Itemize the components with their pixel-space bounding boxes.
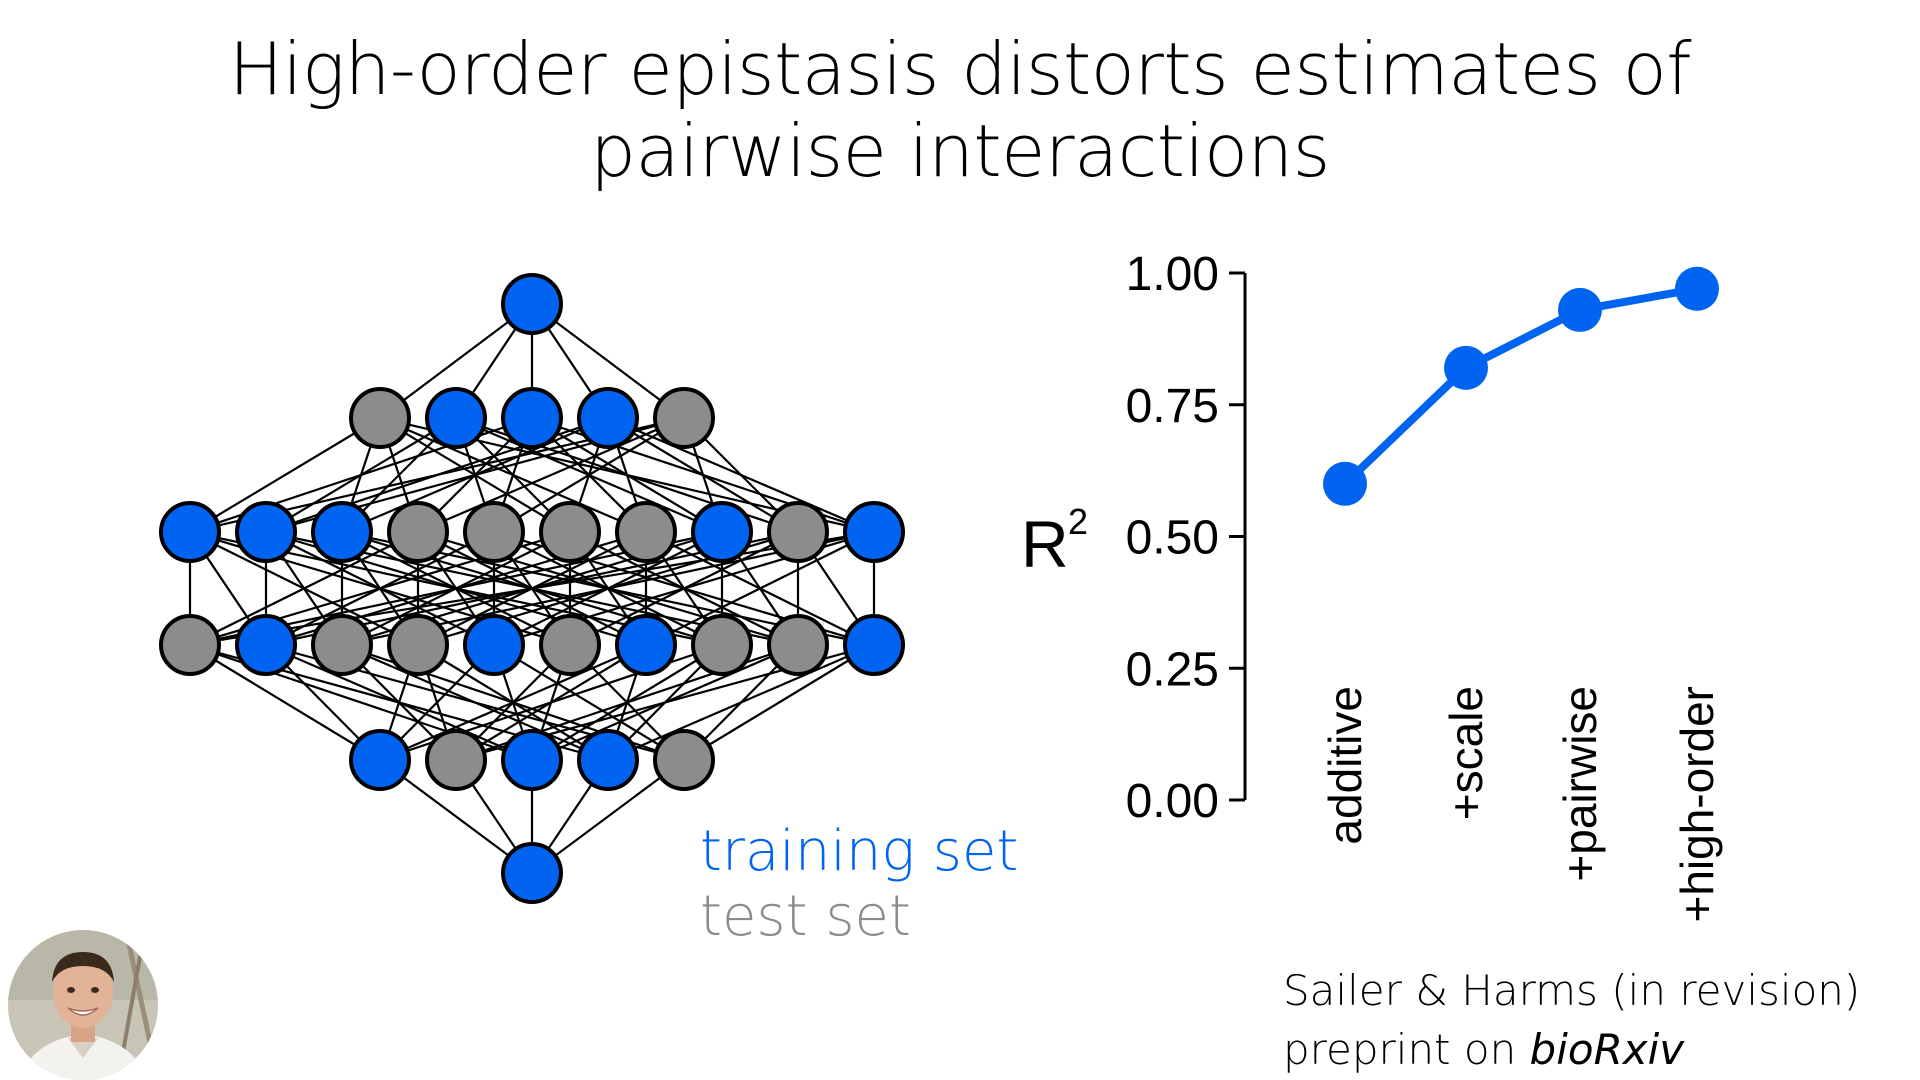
network-node-test bbox=[425, 729, 487, 791]
x-tick-label: +scale bbox=[1440, 686, 1492, 820]
network-node-test bbox=[463, 501, 525, 563]
y-tick-label: 0.50 bbox=[1126, 512, 1219, 565]
network-node-training bbox=[159, 501, 221, 563]
network-edge bbox=[531, 303, 685, 419]
network-edge bbox=[493, 417, 685, 533]
genotype-network-diagram bbox=[159, 273, 905, 904]
network-node-training bbox=[577, 729, 639, 791]
network-node-training bbox=[311, 501, 373, 563]
network-edge bbox=[189, 417, 381, 533]
x-tick-label: +high-order bbox=[1671, 686, 1723, 923]
y-tick-label: 1.00 bbox=[1126, 248, 1219, 301]
y-tick-label: 0.25 bbox=[1126, 643, 1219, 696]
network-node-test bbox=[387, 614, 449, 676]
x-axis-labels: additive +scale +pairwise +high-order bbox=[1319, 686, 1723, 923]
title-line-1: High-order epistasis distorts estimates … bbox=[228, 27, 1692, 111]
network-edge bbox=[531, 759, 685, 874]
network-node-training bbox=[615, 614, 677, 676]
data-point bbox=[1323, 461, 1367, 506]
network-node-training bbox=[501, 842, 563, 904]
network-node-training bbox=[501, 729, 563, 791]
network-node-test bbox=[653, 729, 715, 791]
network-node-training bbox=[425, 387, 487, 449]
network-node-test bbox=[767, 501, 829, 563]
network-edge bbox=[417, 416, 685, 534]
citation-preprint-text: preprint on bbox=[1283, 1025, 1530, 1074]
network-node-training bbox=[349, 729, 411, 791]
presenter-photo-icon bbox=[8, 930, 158, 1080]
y-axis-label-base: R bbox=[1021, 507, 1069, 581]
network-edge bbox=[189, 530, 875, 647]
network-node-training bbox=[843, 501, 905, 563]
network-node-training bbox=[501, 387, 563, 449]
legend-training-set: training set bbox=[700, 819, 1019, 884]
network-node-test bbox=[159, 614, 221, 676]
network-edge bbox=[683, 644, 875, 761]
citation-authors: Sailer & Harms (in revision) bbox=[1283, 966, 1861, 1015]
citation-biorxiv: bioRxiv bbox=[1529, 1025, 1685, 1074]
y-axis: 0.00 0.25 0.50 0.75 1.00 bbox=[1126, 248, 1247, 828]
x-tick-label: +pairwise bbox=[1554, 686, 1606, 882]
network-edge bbox=[493, 644, 685, 761]
network-nodes bbox=[159, 273, 905, 904]
series-line bbox=[1323, 266, 1719, 506]
network-edge bbox=[189, 531, 419, 646]
network-node-test bbox=[311, 614, 373, 676]
legend-test-set: test set bbox=[700, 884, 911, 949]
network-edge bbox=[189, 644, 381, 761]
network-node-test bbox=[653, 387, 715, 449]
network-edge bbox=[379, 759, 533, 874]
network-edge bbox=[645, 531, 875, 646]
x-tick-label: additive bbox=[1319, 686, 1371, 845]
citation-preprint: preprint on bioRxiv bbox=[1283, 1021, 1684, 1079]
network-node-training bbox=[235, 501, 297, 563]
network-node-training bbox=[463, 614, 525, 676]
network-node-test bbox=[387, 501, 449, 563]
series-polyline bbox=[1342, 284, 1698, 487]
slide-title: High-order epistasis distorts estimates … bbox=[0, 28, 1920, 192]
network-node-training bbox=[501, 273, 563, 335]
network-node-test bbox=[349, 387, 411, 449]
network-node-training bbox=[843, 614, 905, 676]
network-node-test bbox=[691, 614, 753, 676]
y-tick-label: 0.00 bbox=[1126, 775, 1219, 828]
y-tick-label: 0.75 bbox=[1126, 380, 1219, 433]
network-node-training bbox=[691, 501, 753, 563]
network-node-test bbox=[767, 614, 829, 676]
network-node-training bbox=[235, 614, 297, 676]
network-node-test bbox=[539, 501, 601, 563]
data-point bbox=[1675, 266, 1719, 311]
data-point bbox=[1558, 287, 1602, 332]
title-line-2: pairwise interactions bbox=[590, 109, 1330, 193]
network-node-test bbox=[539, 614, 601, 676]
network-node-test bbox=[615, 501, 677, 563]
y-axis-label-superscript: 2 bbox=[1068, 501, 1088, 542]
data-point bbox=[1444, 345, 1488, 390]
network-edge bbox=[379, 303, 533, 419]
network-node-training bbox=[577, 387, 639, 449]
